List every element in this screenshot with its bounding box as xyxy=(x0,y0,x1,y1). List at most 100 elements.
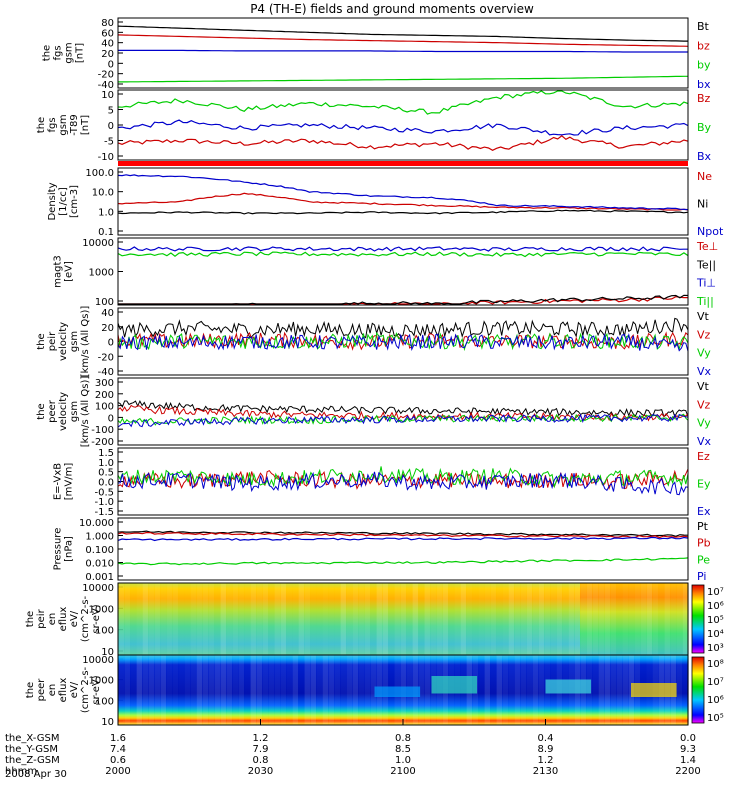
ytick-label: 0 xyxy=(108,413,114,424)
ytick-label: 0.0 xyxy=(98,478,114,489)
spectrogram-column xyxy=(298,655,305,725)
spectrogram-column xyxy=(256,583,263,655)
colorbar-tick: 10⁵ xyxy=(707,713,724,724)
legend-te: Te⊥ xyxy=(696,240,718,253)
xtick-label: 2100 xyxy=(390,766,415,777)
ytick-label: 1000 xyxy=(89,268,114,279)
legend-vy: Vy xyxy=(697,417,711,430)
ytick-label: 10000 xyxy=(82,655,114,666)
spectrogram-column xyxy=(262,583,269,655)
ytick-label: -1.5 xyxy=(94,507,114,518)
panel-5: the peir velocity gsm [km/s (All Qs)] 40 20 0 -2… xyxy=(36,306,712,378)
panel-7: E=-VxB [mV/m] 1.51.00.50.0-0.5-1.0-1.5 Ez Ey… xyxy=(53,447,711,518)
panel-ylabel: the peir en eflux eV/(cm^2-s-sr-eV) xyxy=(25,595,102,642)
series-line-vz xyxy=(117,404,689,422)
panel-ylabel: Density [1/cc] [cm-3] xyxy=(47,182,80,220)
spectrogram-column xyxy=(346,655,353,725)
ylabel-line: the xyxy=(25,682,36,698)
ytick-label: 200 xyxy=(95,390,114,401)
ylabel-line: peir xyxy=(47,331,58,351)
spectrogram-column xyxy=(556,583,563,655)
series-line-pi xyxy=(117,536,689,542)
chart-title: P4 (TH-E) fields and ground moments over… xyxy=(250,2,534,16)
spectrogram-column xyxy=(466,583,473,655)
spectrogram-column xyxy=(352,655,359,725)
ylabel-line: en xyxy=(47,684,58,697)
spectrogram-column xyxy=(496,583,503,655)
ylabel-line: peir xyxy=(36,608,47,628)
spectrogram-column xyxy=(316,655,323,725)
ytick-label: 60 xyxy=(101,28,114,39)
spectrogram-column xyxy=(406,583,413,655)
spectrogram-feature xyxy=(374,686,421,697)
spectrogram-column xyxy=(442,583,449,655)
spectrogram-column xyxy=(322,583,329,655)
spectrogram-column xyxy=(184,583,191,655)
spectrogram-column xyxy=(286,655,293,725)
spectrogram-column xyxy=(418,583,425,655)
spectrogram-column xyxy=(370,655,377,725)
spectrogram-column xyxy=(130,583,137,655)
spectrogram-column xyxy=(154,655,161,725)
spectrogram-column xyxy=(496,655,503,725)
ytick-label: -40 xyxy=(98,367,114,378)
panel-ylabel: the fgs gsm -T89 [nT] xyxy=(36,114,91,136)
spectrogram-column xyxy=(136,583,143,655)
series-line-ti xyxy=(117,251,689,258)
legend-vz: Vz xyxy=(697,328,711,341)
spectrogram-column xyxy=(610,583,617,655)
spectrogram-column xyxy=(550,583,557,655)
colorbar-tick: 10³ xyxy=(707,643,724,654)
spectrogram-column xyxy=(274,655,281,725)
spectrogram-column xyxy=(280,655,287,725)
panel-frame xyxy=(117,307,689,376)
series-line-te xyxy=(118,294,689,305)
ytick-label: -40 xyxy=(98,80,114,91)
ylabel-line: the xyxy=(25,611,36,627)
panel-ylabel: the peer en eflux eV/(cm^2-s-sr-eV) xyxy=(25,666,102,713)
spectrogram-column xyxy=(328,583,335,655)
spectrogram-column xyxy=(340,655,347,725)
spectrogram-column xyxy=(226,583,233,655)
ylabel-line: gsm xyxy=(64,42,75,63)
spectrogram-column xyxy=(478,655,485,725)
spectrogram-feature xyxy=(631,683,677,697)
xtick-label: 9.3 xyxy=(680,744,696,755)
colorbar-tick: 10⁵ xyxy=(707,615,724,626)
xtick-label: 2030 xyxy=(248,766,273,777)
spectrogram-column xyxy=(196,583,203,655)
spectrogram-column xyxy=(592,583,599,655)
spectrogram-column xyxy=(310,583,317,655)
legend-te: Te|| xyxy=(696,258,716,271)
legend-ez: Ez xyxy=(697,450,710,463)
spectrogram-column xyxy=(346,583,353,655)
spectrogram-column xyxy=(190,583,197,655)
spectrogram-column xyxy=(220,655,227,725)
legend-by: by xyxy=(697,59,711,72)
spectrogram-column xyxy=(124,655,131,725)
spectrogram xyxy=(118,655,689,725)
spectrogram-column xyxy=(202,655,209,725)
spectrogram-column xyxy=(238,583,245,655)
xtick-label: 0.0 xyxy=(680,733,696,744)
colorbar xyxy=(691,584,705,654)
panel-ylabel: Pressure [nPa] xyxy=(53,528,75,571)
ytick-label: 300 xyxy=(95,378,114,389)
spectrogram-column xyxy=(262,655,269,725)
ylabel-line: (cm^2-s- xyxy=(80,666,91,713)
ylabel-line: the xyxy=(36,403,47,419)
ylabel-line: [km/s (All Qs)] xyxy=(80,306,91,378)
panel-ylabel: the peer velocity gsm [km/s (All Qs)] xyxy=(36,376,91,448)
spectrogram-column xyxy=(676,583,683,655)
spectrogram-column xyxy=(526,583,533,655)
spectrogram-column xyxy=(196,655,203,725)
spectrogram-column xyxy=(358,583,365,655)
ytick-label: -5 xyxy=(104,137,114,148)
spectrogram-column xyxy=(484,655,491,725)
spectrogram-column xyxy=(682,583,689,655)
spectrogram-column xyxy=(580,583,587,655)
panel-frame xyxy=(117,167,689,236)
series-line-by xyxy=(117,90,689,115)
